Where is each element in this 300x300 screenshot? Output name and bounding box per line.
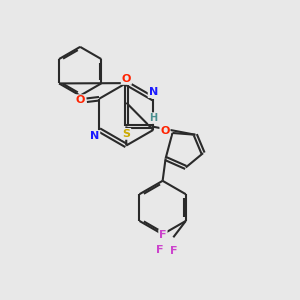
Text: O: O: [76, 95, 85, 105]
Text: H: H: [149, 113, 157, 123]
Text: S: S: [122, 129, 130, 139]
Text: O: O: [160, 126, 170, 136]
Text: N: N: [148, 87, 158, 97]
Text: N: N: [90, 131, 99, 142]
Text: F: F: [169, 246, 177, 256]
Text: O: O: [122, 74, 131, 84]
Text: F: F: [156, 245, 164, 255]
Text: F: F: [159, 230, 167, 240]
